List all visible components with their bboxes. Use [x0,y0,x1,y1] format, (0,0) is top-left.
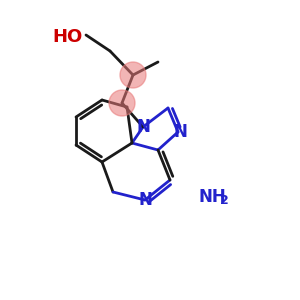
Text: N: N [136,118,150,136]
Circle shape [120,62,146,88]
Text: NH: NH [198,188,226,206]
Text: HO: HO [53,28,83,46]
Text: N: N [138,191,152,209]
Text: N: N [173,123,187,141]
Text: 2: 2 [220,194,229,208]
Circle shape [109,90,135,116]
